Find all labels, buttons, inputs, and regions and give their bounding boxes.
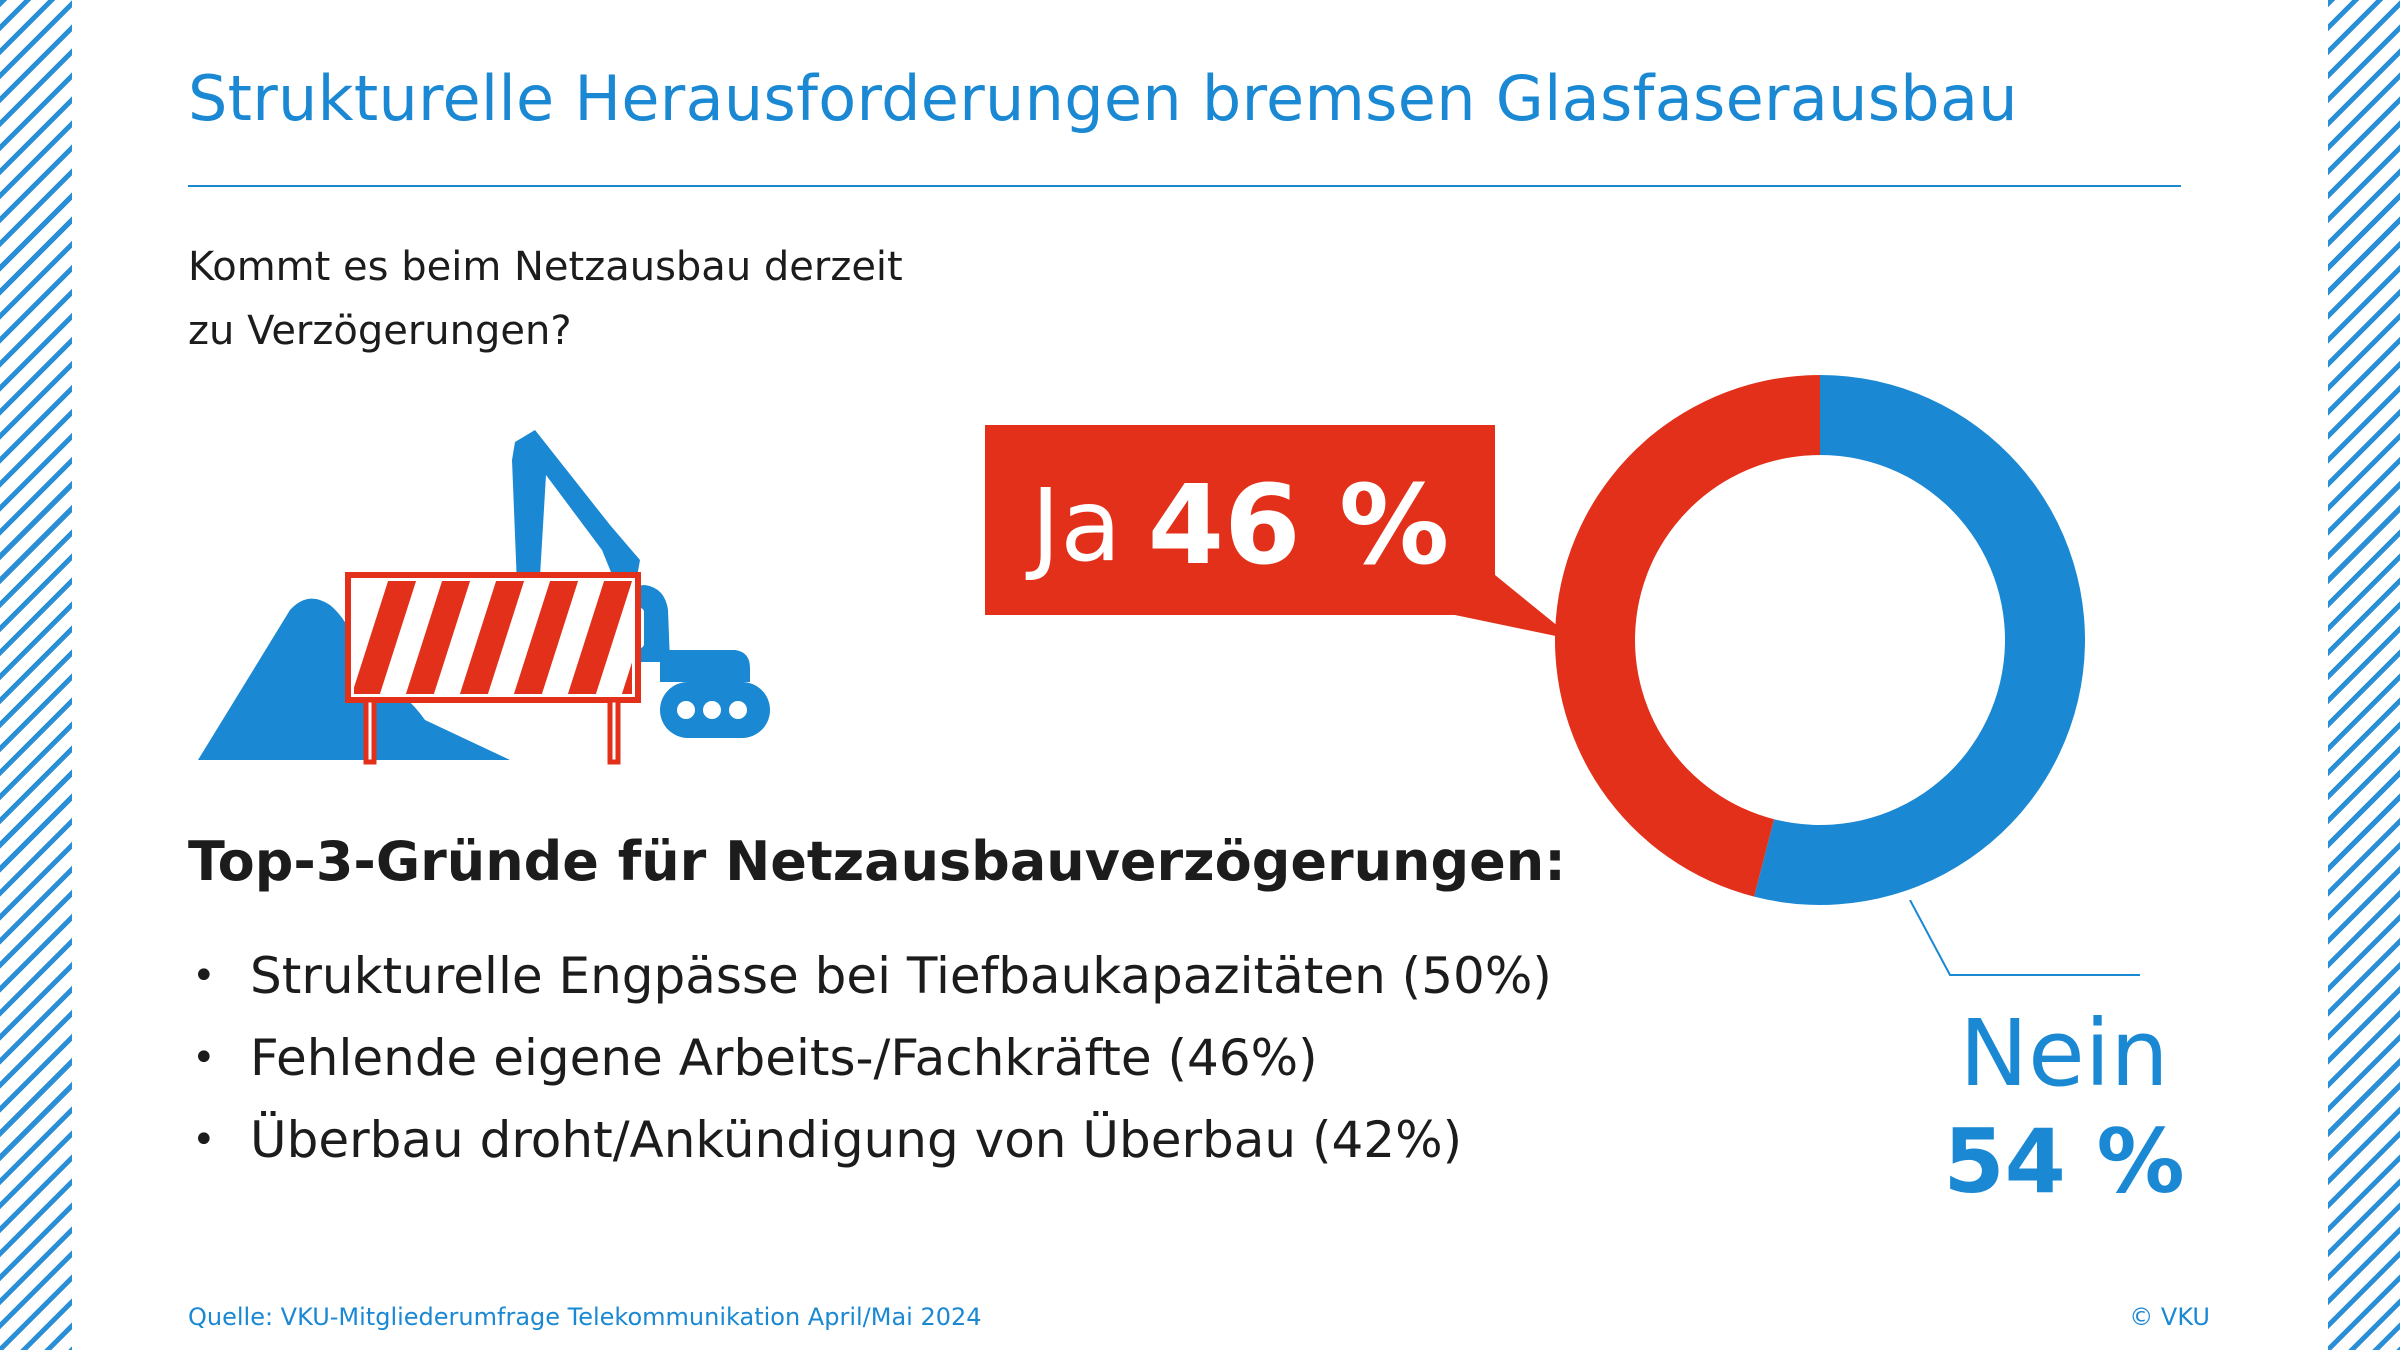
nein-leader-line [1909,900,2140,976]
nein-label: Nein [1959,1000,2169,1107]
reason-item: • Überbau droht/Ankündigung von Überbau (… [188,1099,1552,1181]
ja-value: 46 % [1147,461,1450,589]
reasons-list: • Strukturelle Engpässe bei Tiefbaukapazi… [188,935,1552,1181]
copyright: © VKU [2129,1303,2210,1331]
reasons-title: Top-3-Gründe für Netzausbauverzögerungen… [188,830,1566,893]
ja-callout-bubble [985,425,1575,640]
donut-slice-ja [1554,375,1820,897]
road-barrier-icon [345,572,641,765]
donut-chart [1554,375,2085,905]
reason-text: Strukturelle Engpässe bei Tiefbaukapazit… [250,947,1552,1005]
survey-question-line-2: zu Verzögerungen? [188,308,572,354]
reason-text: Fehlende eigene Arbeits-/Fachkräfte (46%… [250,1029,1318,1087]
bullet-icon: • [192,953,216,999]
reason-item: • Fehlende eigene Arbeits-/Fachkräfte (46… [188,1017,1552,1099]
right-stripe-border [2328,0,2400,1350]
bullet-icon: • [192,1117,216,1163]
bullet-icon: • [192,1035,216,1081]
ja-callout: Ja 46 % [985,430,1495,620]
title-divider [188,185,2181,187]
reason-item: • Strukturelle Engpässe bei Tiefbaukapazi… [188,935,1552,1017]
reason-text: Überbau droht/Ankündigung von Überbau (4… [250,1111,1463,1169]
nein-value: 54 % [1943,1110,2185,1213]
left-stripe-border [0,0,72,1350]
excavator-icon [198,430,770,765]
ja-label: Ja [1030,466,1122,584]
survey-question-line-1: Kommt es beim Netzausbau derzeit [188,244,903,290]
source-note: Quelle: VKU-Mitgliederumfrage Telekommun… [188,1303,982,1331]
page-title: Strukturelle Herausforderungen bremsen G… [188,62,2018,135]
survey-question: Kommt es beim Netzausbau derzeit zu Verz… [188,235,1088,363]
donut-slice-nein [1754,375,2085,905]
